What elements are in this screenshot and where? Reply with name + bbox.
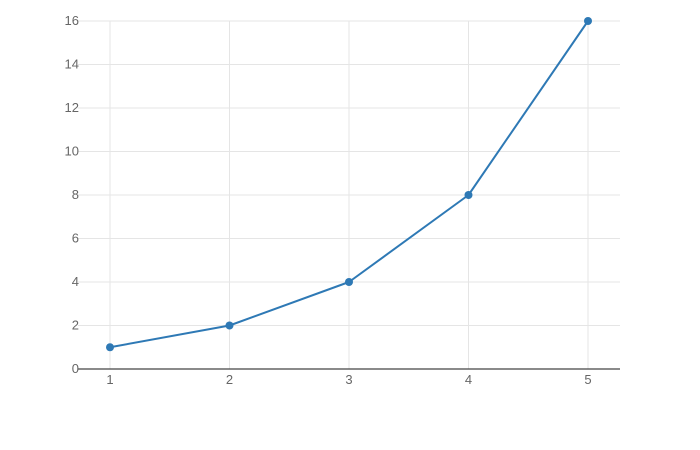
svg-text:5: 5 [584,372,591,387]
svg-text:0: 0 [72,361,79,376]
svg-text:10: 10 [65,144,79,159]
svg-text:1: 1 [106,372,113,387]
svg-text:3: 3 [345,372,352,387]
svg-text:2: 2 [226,372,233,387]
svg-text:4: 4 [465,372,472,387]
svg-text:2: 2 [72,318,79,333]
svg-text:4: 4 [72,274,79,289]
svg-text:14: 14 [65,57,79,72]
svg-text:6: 6 [72,231,79,246]
svg-text:8: 8 [72,187,79,202]
svg-text:12: 12 [65,100,79,115]
svg-text:16: 16 [65,13,79,28]
